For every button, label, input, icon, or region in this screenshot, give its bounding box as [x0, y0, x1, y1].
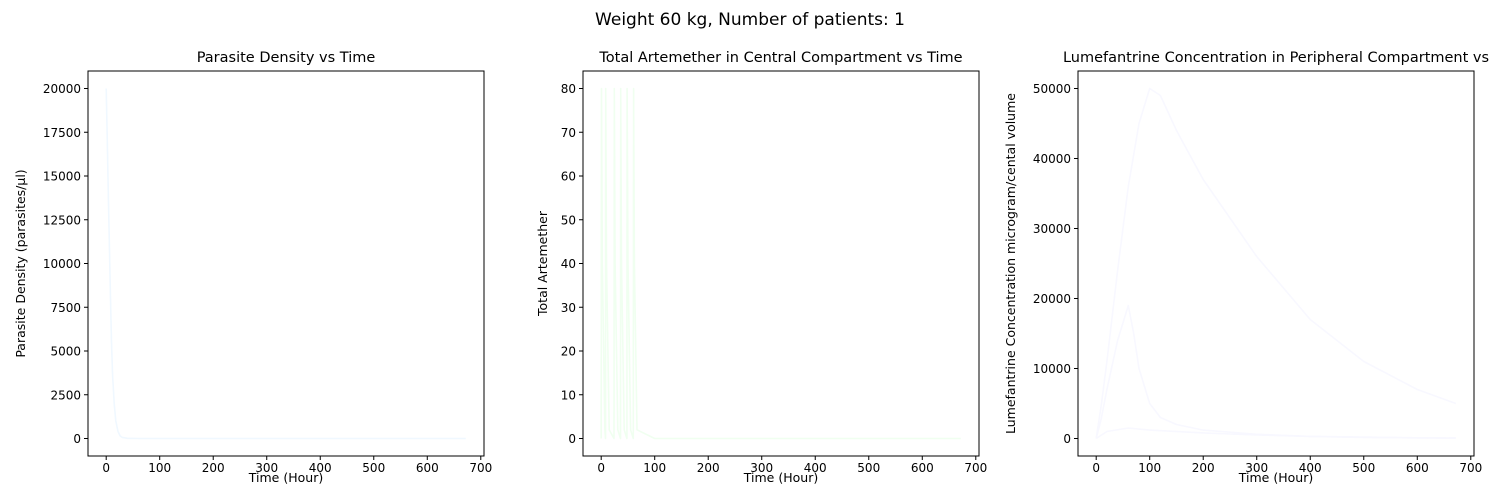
x-axis-label: Time (Hour) — [1238, 470, 1313, 485]
x-tick-label: 300 — [255, 461, 278, 475]
y-tick-label: 60 — [561, 170, 576, 184]
x-axis-ticks: 0 100 200 300 400 500 600 700 — [102, 456, 492, 475]
panel-total-artemether: 0 100 200 300 400 500 600 700 0 10 20 30 40 50 60 70 80… — [535, 50, 987, 485]
x-tick-label: 300 — [750, 461, 773, 475]
y-tick-label: 0 — [73, 432, 81, 446]
y-tick-label: 7500 — [50, 301, 81, 315]
x-tick-label: 600 — [911, 461, 934, 475]
y-tick-label: 10 — [561, 388, 576, 402]
y-tick-label: 10000 — [1033, 362, 1071, 376]
x-tick-label: 0 — [102, 461, 110, 475]
y-tick-label: 30000 — [1033, 222, 1071, 236]
x-tick-label: 400 — [804, 461, 827, 475]
series-line — [105, 88, 466, 440]
figure-suptitle: Weight 60 kg, Number of patients: 1 — [595, 10, 905, 30]
panel-parasite-density: 0 100 200 300 400 500 600 700 0 2500 5000 7500 1000… — [13, 50, 492, 485]
y-tick-label: 15000 — [43, 170, 81, 184]
x-tick-label: 500 — [362, 461, 385, 475]
x-tick-label: 200 — [697, 461, 720, 475]
y-tick-label: 12500 — [43, 213, 81, 227]
x-tick-label: 100 — [148, 461, 171, 475]
y-axis-label: Total Artemether — [535, 210, 550, 317]
x-tick-label: 500 — [857, 461, 880, 475]
axes-frame — [87, 70, 485, 457]
x-tick-label: 700 — [1459, 461, 1482, 475]
x-tick-label: 200 — [202, 461, 225, 475]
x-tick-label: 700 — [469, 461, 492, 475]
y-axis-ticks: 0 10000 20000 30000 40000 50000 — [1033, 82, 1078, 446]
x-tick-label: 300 — [1245, 461, 1268, 475]
y-tick-label: 70 — [561, 126, 576, 140]
y-tick-label: 40 — [561, 257, 576, 271]
y-tick-label: 20 — [561, 345, 576, 359]
y-tick-label: 2500 — [50, 388, 81, 402]
panel-lumefantrine-concentration: 0 100 200 300 400 500 600 700 0 10000 20000 30000 4… — [1003, 50, 1489, 485]
y-tick-label: 5000 — [50, 345, 81, 359]
x-tick-label: 400 — [309, 461, 332, 475]
y-axis-label: Lumefantrine Concentration microgram/cen… — [1003, 93, 1018, 434]
x-tick-label: 500 — [1352, 461, 1375, 475]
y-tick-label: 10000 — [43, 257, 81, 271]
y-tick-label: 40000 — [1033, 152, 1071, 166]
x-tick-label: 200 — [1192, 461, 1215, 475]
y-tick-label: 50 — [561, 213, 576, 227]
series-line — [600, 87, 961, 440]
x-tick-label: 0 — [597, 461, 605, 475]
x-axis-label: Time (Hour) — [248, 470, 323, 485]
series-layer — [105, 88, 466, 440]
axes-frame — [582, 70, 980, 457]
x-axis-ticks: 0 100 200 300 400 500 600 700 — [1092, 456, 1482, 475]
series-layer — [1095, 87, 1457, 440]
y-tick-label: 20000 — [43, 82, 81, 96]
x-tick-label: 0 — [1092, 461, 1100, 475]
series-line — [1095, 87, 1457, 439]
x-tick-label: 600 — [416, 461, 439, 475]
x-tick-label: 100 — [643, 461, 666, 475]
chart-title: Parasite Density vs Time — [197, 50, 376, 66]
y-tick-label: 0 — [568, 432, 576, 446]
series-layer — [600, 87, 961, 440]
y-axis-ticks: 0 10 20 30 40 50 60 70 80 — [561, 82, 583, 446]
y-tick-label: 20000 — [1033, 292, 1071, 306]
x-tick-label: 100 — [1138, 461, 1161, 475]
y-axis-ticks: 0 2500 5000 7500 10000 12500 15000 17500 20000 — [43, 82, 88, 446]
x-axis-ticks: 0 100 200 300 400 500 600 700 — [597, 456, 987, 475]
x-tick-label: 700 — [964, 461, 987, 475]
y-tick-label: 50000 — [1033, 82, 1071, 96]
x-tick-label: 400 — [1299, 461, 1322, 475]
x-axis-label: Time (Hour) — [743, 470, 818, 485]
chart-title: Lumefantrine Concentration in Peripheral… — [1063, 50, 1489, 66]
y-tick-label: 80 — [561, 82, 576, 96]
chart-title: Total Artemether in Central Compartment … — [598, 50, 962, 66]
y-tick-label: 30 — [561, 301, 576, 315]
x-tick-label: 600 — [1406, 461, 1429, 475]
y-tick-label: 17500 — [43, 126, 81, 140]
series-line — [1095, 427, 1456, 440]
y-axis-label: Parasite Density (parasites/μl) — [13, 169, 28, 357]
series-line — [1095, 304, 1456, 439]
axes-frame — [1077, 70, 1475, 457]
y-tick-label: 0 — [1063, 432, 1071, 446]
